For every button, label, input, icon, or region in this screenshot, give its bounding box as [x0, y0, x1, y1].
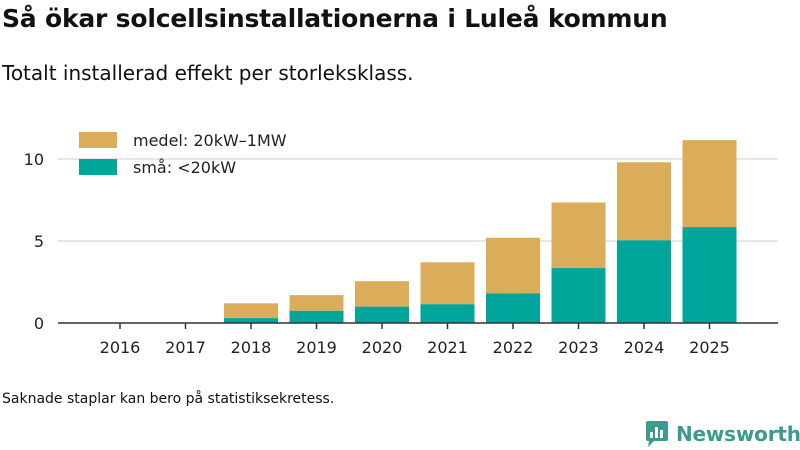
bar-medel-2023 — [551, 202, 606, 269]
x-tick-label-2018: 2018 — [231, 338, 272, 357]
bar-sma-2023 — [551, 268, 606, 323]
legend-swatch-medel — [79, 132, 117, 148]
bar-medel-2025 — [682, 140, 737, 228]
x-tick-label-2024: 2024 — [624, 338, 665, 357]
x-tick-label-2025: 2025 — [689, 338, 730, 357]
x-tick-label-2021: 2021 — [427, 338, 468, 357]
bar-sma-2025 — [682, 227, 737, 323]
chart-subtitle: Totalt installerad effekt per storlekskl… — [2, 61, 414, 85]
footnote: Saknade staplar kan bero på statistiksek… — [2, 391, 335, 407]
bar-medel-2022 — [486, 237, 540, 294]
legend-label-medel: medel: 20kW–1MW — [133, 131, 287, 150]
y-tick-label-0: 0 — [34, 314, 44, 333]
brand-name: Newsworthy — [676, 422, 800, 446]
bar-sma-2024 — [617, 240, 671, 323]
bar-medel-2024 — [617, 162, 671, 241]
bar-sma-2019 — [289, 310, 344, 323]
bar-sma-2022 — [486, 293, 540, 323]
y-tick-label-5: 5 — [34, 232, 44, 251]
bar-sma-2021 — [420, 304, 475, 323]
y-tick-label-10: 10 — [24, 150, 44, 169]
x-tick-label-2023: 2023 — [558, 338, 599, 357]
bars — [224, 140, 737, 323]
brand-logo: Newsworthy — [644, 419, 800, 449]
x-axis-ticks: 2016 2017 2018 2019 2020 2021 2022 2023 2024 2025 — [100, 323, 730, 357]
x-tick-label-2019: 2019 — [296, 338, 337, 357]
chart-title: Så ökar solcellsinstallationerna i Luleå… — [2, 4, 668, 33]
legend-swatch-sma — [79, 159, 117, 175]
x-tick-label-2020: 2020 — [362, 338, 403, 357]
bar-medel-2019 — [289, 295, 344, 311]
stacked-bar-chart: 0 5 10 2016 2017 2018 2019 2020 2021 2022 2023 202… — [24, 131, 778, 357]
bar-sma-2020 — [355, 306, 409, 323]
bar-medel-2018 — [224, 303, 278, 319]
legend: medel: 20kW–1MW små: <20kW — [79, 131, 287, 177]
y-axis-ticks: 0 5 10 — [24, 150, 44, 333]
bar-medel-2021 — [420, 262, 475, 305]
newsworthy-logo-icon — [646, 421, 668, 447]
bar-medel-2020 — [355, 281, 409, 307]
legend-label-sma: små: <20kW — [133, 158, 236, 177]
x-tick-label-2017: 2017 — [165, 338, 206, 357]
x-tick-label-2016: 2016 — [100, 338, 141, 357]
x-tick-label-2022: 2022 — [493, 338, 534, 357]
bar-sma-2018 — [224, 318, 278, 323]
